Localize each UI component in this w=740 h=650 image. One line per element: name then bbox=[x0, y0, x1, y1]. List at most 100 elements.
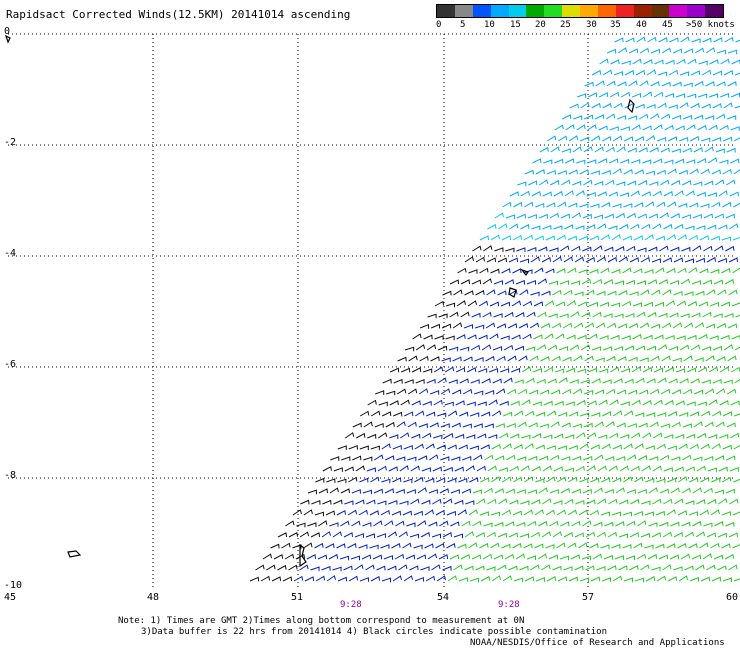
wind-barb-icon bbox=[649, 421, 659, 428]
wind-barb-icon bbox=[447, 575, 457, 582]
wind-barb-icon bbox=[697, 366, 708, 373]
wind-barb-icon bbox=[537, 311, 547, 318]
wind-barb-icon bbox=[577, 93, 587, 98]
wind-barb-icon bbox=[589, 509, 599, 516]
wind-barb-icon bbox=[548, 554, 559, 560]
wind-barb-icon bbox=[516, 213, 526, 219]
wind-barb-icon bbox=[584, 389, 594, 395]
lat-label-minus6: -6 bbox=[4, 359, 17, 370]
wind-barb-icon bbox=[732, 544, 740, 549]
wind-barb-icon bbox=[677, 234, 687, 241]
wind-barb-icon bbox=[698, 334, 708, 340]
wind-barb-icon bbox=[657, 71, 668, 77]
wind-barb-icon bbox=[612, 575, 622, 582]
wind-barb-icon bbox=[458, 477, 468, 483]
wind-barb-icon bbox=[408, 355, 418, 362]
wind-barb-icon bbox=[589, 268, 599, 274]
wind-barb-icon bbox=[687, 93, 697, 99]
wind-barb-icon bbox=[483, 522, 493, 528]
wind-barb-icon bbox=[632, 302, 643, 308]
wind-barb-icon bbox=[414, 443, 424, 450]
wind-barb-icon bbox=[565, 367, 576, 373]
wind-barb-icon bbox=[506, 454, 516, 461]
wind-barb-icon bbox=[457, 267, 467, 274]
wind-barb-icon bbox=[460, 554, 471, 560]
wind-barb-icon bbox=[668, 69, 679, 76]
wind-barb-icon bbox=[485, 389, 495, 395]
wind-barb-icon bbox=[708, 124, 718, 131]
wind-barb-icon bbox=[734, 105, 740, 109]
wind-barb-icon bbox=[605, 179, 615, 186]
wind-barb-icon bbox=[554, 400, 564, 406]
wind-barb-icon bbox=[639, 47, 650, 54]
wind-barb-icon bbox=[717, 289, 727, 296]
wind-barb-icon bbox=[697, 158, 707, 164]
legend-swatch bbox=[562, 5, 580, 17]
wind-barb-icon bbox=[583, 455, 593, 461]
wind-barb-icon bbox=[452, 356, 462, 362]
wind-barb-icon bbox=[549, 247, 559, 253]
wind-barb-icon bbox=[639, 322, 650, 329]
wind-barb-icon bbox=[350, 555, 360, 561]
wind-barb-icon bbox=[611, 268, 621, 274]
lon-label-57: 57 bbox=[582, 592, 595, 603]
wind-barb-icon bbox=[377, 500, 387, 506]
wind-barb-icon bbox=[556, 542, 566, 549]
wind-barb-icon bbox=[651, 566, 661, 572]
wind-barb-icon bbox=[718, 466, 728, 472]
wind-barb-icon bbox=[654, 301, 665, 307]
wind-barb-icon bbox=[649, 388, 660, 395]
wind-barb-icon bbox=[419, 355, 429, 362]
wind-barb-icon bbox=[303, 542, 313, 549]
wind-barb-icon bbox=[652, 190, 662, 197]
wind-barb-icon bbox=[484, 454, 494, 461]
wind-barb-icon bbox=[564, 498, 574, 505]
wind-barb-icon bbox=[623, 476, 633, 483]
wind-barb-icon bbox=[725, 213, 735, 219]
wind-barb-icon bbox=[662, 289, 672, 296]
wind-barb-icon bbox=[500, 301, 511, 307]
wind-barb-icon bbox=[609, 432, 619, 439]
wind-barb-icon bbox=[560, 213, 570, 219]
wind-barb-icon bbox=[575, 190, 585, 197]
wind-barb-icon bbox=[688, 234, 698, 241]
wind-barb-icon bbox=[552, 531, 562, 538]
wind-barb-icon bbox=[693, 147, 703, 153]
wind-barb-icon bbox=[538, 213, 548, 219]
wind-barb-icon bbox=[667, 445, 677, 451]
wind-barb-icon bbox=[460, 311, 470, 318]
wind-barb-icon bbox=[722, 168, 732, 175]
wind-barb-icon bbox=[693, 421, 703, 428]
wind-barb-icon bbox=[618, 533, 628, 539]
wind-barb-icon bbox=[579, 443, 589, 450]
wind-barb-icon bbox=[730, 366, 740, 373]
wind-barb-icon bbox=[637, 520, 647, 527]
wind-barb-icon bbox=[340, 488, 350, 494]
wind-barb-icon bbox=[519, 533, 529, 538]
wind-barb-icon bbox=[529, 322, 540, 329]
wind-barb-icon bbox=[690, 378, 700, 384]
wind-barb-icon bbox=[483, 487, 493, 494]
wind-barb-icon bbox=[558, 411, 568, 417]
wind-barb-icon bbox=[729, 498, 739, 505]
wind-barb-icon bbox=[472, 489, 482, 495]
wind-barb-icon bbox=[528, 422, 538, 428]
wind-barb-icon bbox=[526, 311, 536, 318]
wind-barb-icon bbox=[590, 170, 600, 175]
wind-barb-icon bbox=[635, 412, 645, 418]
wind-barb-icon bbox=[673, 566, 683, 571]
wind-barb-icon bbox=[681, 214, 691, 219]
wind-barb-icon bbox=[493, 313, 503, 318]
wind-barb-icon bbox=[567, 267, 577, 274]
wind-barb-icon bbox=[701, 69, 712, 76]
wind-barb-icon bbox=[284, 553, 295, 560]
wind-barb-icon bbox=[676, 335, 686, 341]
wind-barb-icon bbox=[435, 509, 445, 516]
wind-barb-icon bbox=[391, 543, 401, 549]
wind-barb-icon bbox=[651, 532, 661, 538]
wind-barb-icon bbox=[612, 410, 623, 417]
wind-barb-icon bbox=[683, 48, 694, 54]
wind-barb-icon bbox=[574, 256, 584, 263]
wind-barb-icon bbox=[622, 544, 632, 549]
wind-barb-icon bbox=[688, 267, 698, 274]
